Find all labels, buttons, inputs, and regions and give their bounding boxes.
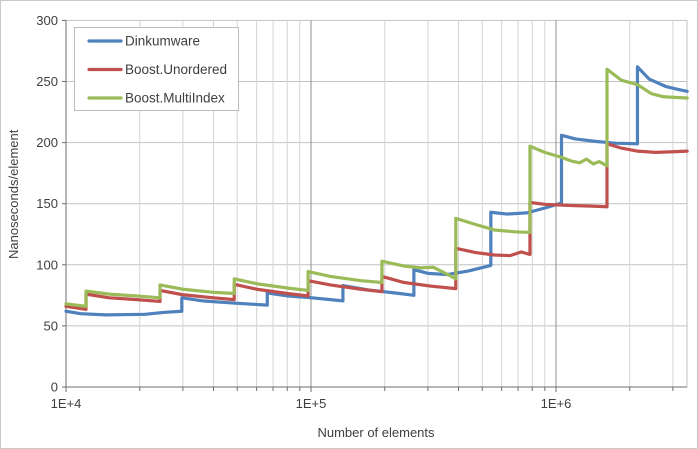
series-layer xyxy=(64,65,689,317)
x-tick-label: 1E+5 xyxy=(296,396,327,411)
y-tick-label: 300 xyxy=(36,13,58,28)
series-line-boost-multiindex xyxy=(64,67,689,308)
x-tick-label: 1E+6 xyxy=(541,396,572,411)
legend-label: Boost.Unordered xyxy=(125,62,227,77)
y-tick-label: 100 xyxy=(36,257,58,272)
y-tick-label: 50 xyxy=(44,318,58,333)
series-line-dinkumware xyxy=(64,65,689,317)
legend-label: Boost.MultiIndex xyxy=(125,91,225,106)
x-axis-title: Number of elements xyxy=(317,425,435,440)
legend-label: Dinkumware xyxy=(125,34,200,49)
y-tick-label: 250 xyxy=(36,74,58,89)
x-tick-label: 1E+4 xyxy=(51,396,82,411)
grid-layer xyxy=(66,19,688,387)
y-axis-title: Nanoseconds/element xyxy=(6,129,21,259)
y-tick-label: 200 xyxy=(36,135,58,150)
axis-layer: 0 50 100 150 200 250 300 1E+4 1E+5 1E+6 xyxy=(36,13,687,411)
label-layer: Nanoseconds/element Number of elements xyxy=(6,129,435,440)
y-tick-label: 150 xyxy=(36,196,58,211)
y-tick-label: 0 xyxy=(51,380,58,395)
legend: Dinkumware Boost.Unordered Boost.MultiInde… xyxy=(74,27,239,111)
series-line-boost-unordered xyxy=(64,142,689,311)
